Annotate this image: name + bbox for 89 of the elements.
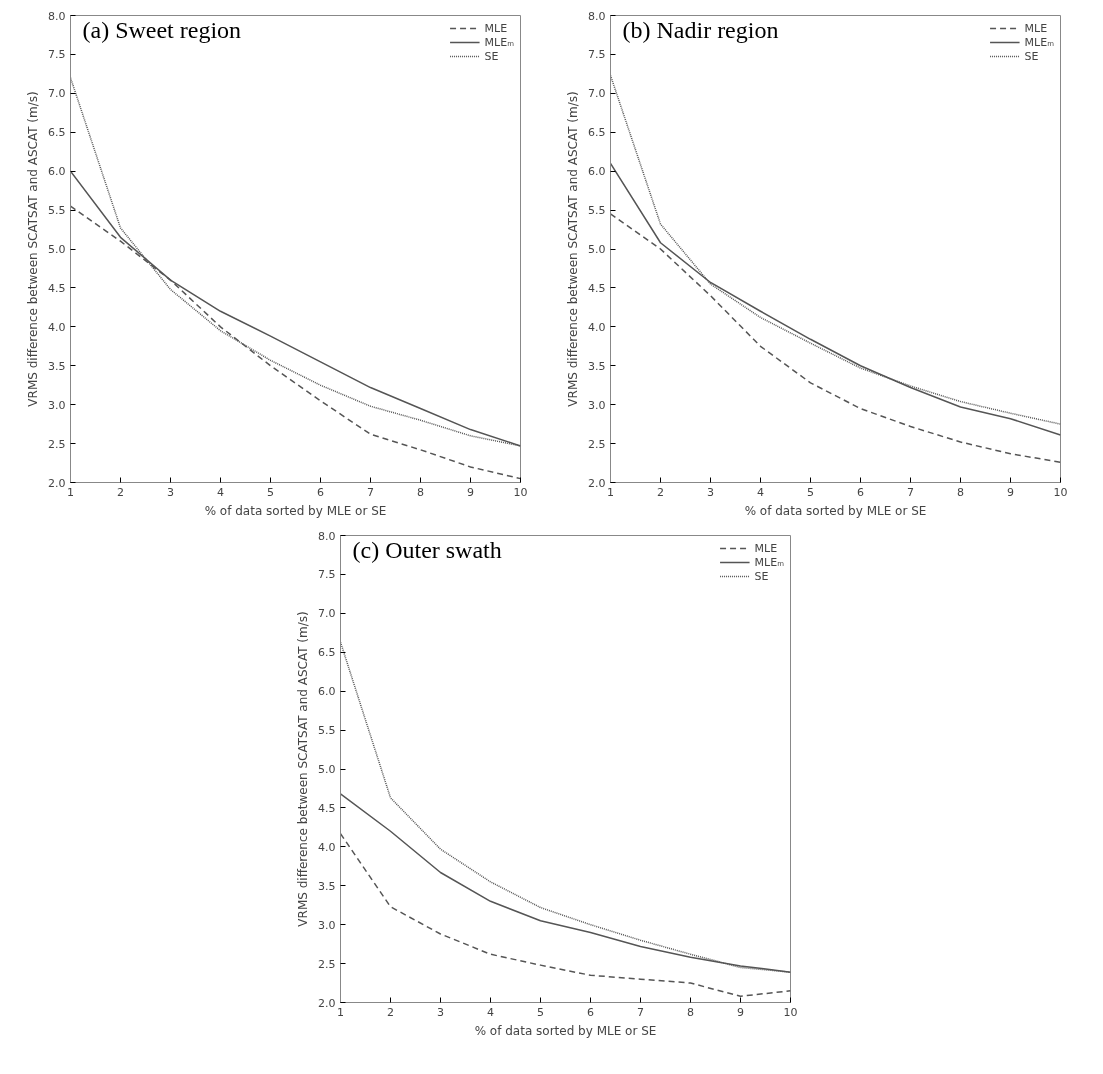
x-axis-title: % of data sorted by MLE or SE: [744, 503, 927, 518]
legend-label: MLE: [1024, 21, 1048, 35]
legend-label: MLEₘ: [484, 35, 514, 49]
y-tick-label: 5.0: [588, 243, 606, 256]
x-tick-label: 4: [217, 485, 224, 499]
y-tick-label: 5.0: [318, 763, 336, 776]
legend-label: MLE: [754, 541, 778, 555]
y-tick-label: 8.0: [318, 529, 336, 543]
y-tick-label: 8.0: [48, 9, 66, 23]
y-tick-label: 7.0: [588, 87, 606, 101]
x-tick-label: 10: [783, 1005, 798, 1019]
y-tick-label: 3.5: [48, 359, 66, 373]
legend-label: SE: [754, 569, 770, 583]
x-tick-label: 10: [1053, 485, 1068, 499]
legend-label: SE: [484, 49, 500, 63]
y-tick-label: 5.5: [318, 724, 336, 738]
x-tick-label: 7: [637, 1005, 644, 1019]
y-tick-label: 7.5: [588, 48, 606, 62]
line-series: [610, 213, 1061, 464]
y-tick-label: 8.0: [588, 9, 606, 23]
x-tick-label: 2: [117, 485, 124, 499]
x-tick-label: 3: [437, 1005, 444, 1019]
y-tick-label: 2.0: [48, 476, 66, 490]
y-tick-label: 2.0: [588, 476, 606, 490]
y-tick-label: 4.0: [588, 320, 606, 334]
legend-label: SE: [1024, 49, 1040, 63]
x-tick-label: 1: [607, 485, 614, 499]
y-tick-label: 6.5: [48, 126, 66, 140]
x-tick-label: 7: [367, 485, 374, 499]
x-tick-label: 9: [1007, 485, 1014, 499]
y-tick-label: 2.5: [318, 957, 336, 971]
x-tick-label: 6: [317, 485, 324, 499]
x-tick-label: 6: [857, 485, 864, 499]
x-tick-label: 5: [807, 485, 814, 499]
y-tick-label: 6.5: [588, 126, 606, 140]
y-tick-label: 4.0: [318, 840, 336, 854]
x-tick-label: 5: [267, 485, 274, 499]
x-tick-label: 8: [687, 1005, 694, 1019]
y-tick-label: 6.0: [48, 165, 66, 179]
x-axis-title: % of data sorted by MLE or SE: [474, 1023, 657, 1038]
y-tick-label: 3.0: [318, 918, 336, 932]
legend-label: MLEₘ: [754, 555, 784, 569]
x-tick-label: 4: [487, 1005, 494, 1019]
legend-label: MLEₘ: [1024, 35, 1054, 49]
y-tick-label: 4.0: [48, 320, 66, 334]
y-tick-label: 3.5: [588, 359, 606, 373]
y-tick-label: 4.5: [48, 281, 66, 295]
chart-title: (c) Outer swath: [352, 536, 502, 563]
y-tick-label: 6.0: [588, 165, 606, 179]
x-axis-title: % of data sorted by MLE or SE: [204, 503, 387, 518]
y-axis-title: VRMS difference between SCATSAT and ASCAT (m/s): [296, 611, 311, 927]
y-tick-label: 7.5: [318, 568, 336, 582]
x-tick-label: 8: [417, 485, 424, 499]
x-tick-label: 1: [337, 1005, 344, 1019]
x-tick-label: 7: [907, 485, 914, 499]
x-tick-label: 6: [587, 1005, 594, 1019]
x-tick-label: 2: [657, 485, 664, 499]
y-tick-label: 6.0: [318, 685, 336, 699]
x-tick-label: 1: [67, 485, 74, 499]
y-tick-label: 3.0: [588, 398, 606, 412]
x-tick-label: 9: [737, 1005, 744, 1019]
y-axis-title: VRMS difference between SCATSAT and ASCAT (m/s): [26, 91, 41, 407]
line-series: [340, 832, 791, 998]
y-tick-label: 6.5: [318, 646, 336, 660]
x-tick-label: 5: [537, 1005, 544, 1019]
x-tick-label: 4: [757, 485, 764, 499]
y-tick-label: 7.5: [48, 48, 66, 62]
x-tick-label: 3: [707, 485, 714, 499]
y-tick-label: 5.0: [48, 243, 66, 256]
x-tick-label: 8: [957, 485, 964, 499]
x-tick-label: 10: [513, 485, 528, 499]
x-tick-label: 3: [167, 485, 174, 499]
chart-title: (a) Sweet region: [82, 16, 242, 43]
y-tick-label: 3.0: [48, 398, 66, 412]
y-tick-label: 4.5: [318, 801, 336, 815]
y-tick-label: 2.5: [588, 437, 606, 451]
y-axis-title: VRMS difference between SCATSAT and ASCAT (m/s): [566, 91, 581, 407]
y-tick-label: 2.0: [318, 996, 336, 1010]
y-tick-label: 4.5: [588, 281, 606, 295]
x-tick-label: 9: [467, 485, 474, 499]
legend-label: MLE: [484, 21, 508, 35]
y-tick-label: 3.5: [318, 879, 336, 893]
y-tick-label: 2.5: [48, 437, 66, 451]
x-tick-label: 2: [387, 1005, 394, 1019]
y-tick-label: 7.0: [318, 607, 336, 621]
y-tick-label: 5.5: [588, 204, 606, 218]
chart-title: (b) Nadir region: [622, 16, 779, 43]
y-tick-label: 7.0: [48, 87, 66, 101]
y-tick-label: 5.5: [48, 204, 66, 218]
